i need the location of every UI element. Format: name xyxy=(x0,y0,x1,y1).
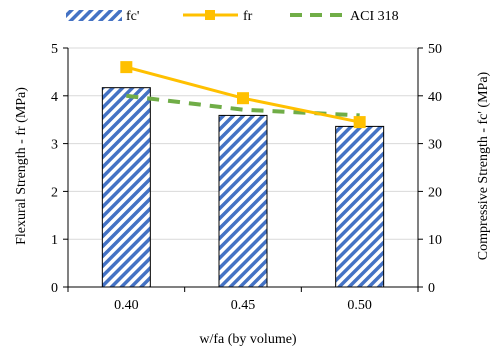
y-tick-label-1: 1 xyxy=(51,233,58,248)
legend-aci-label: ACI 318 xyxy=(350,9,399,24)
legend-item-fc: fc' xyxy=(66,9,139,24)
point-fr-0 xyxy=(120,61,133,74)
legend-fr-label: fr xyxy=(243,9,253,24)
x-axis-title: w/fa (by volume) xyxy=(199,332,297,347)
x-tick-label-1: 0.45 xyxy=(231,298,256,313)
y-tick-label-5: 5 xyxy=(51,42,58,57)
point-fr-2 xyxy=(353,116,366,129)
bar-fc-0 xyxy=(101,87,151,288)
y-axis-title: Flexural Strength - fr (MPa) xyxy=(14,87,29,245)
y2-tick-label-2: 20 xyxy=(428,185,442,200)
legend-fr-marker xyxy=(205,10,215,20)
bar-fc-1 xyxy=(218,114,268,288)
point-fr-1 xyxy=(237,92,249,105)
y-tick-label-4: 4 xyxy=(51,90,58,105)
y2-tick-label-3: 30 xyxy=(428,138,442,153)
legend-fc-swatch xyxy=(66,10,122,21)
y-tick-label-3: 3 xyxy=(51,138,58,153)
y2-tick-label-5: 50 xyxy=(428,42,442,57)
x-tick-label-2: 0.50 xyxy=(347,298,372,313)
y-tick-label-0: 0 xyxy=(51,281,58,296)
legend-fc-label: fc' xyxy=(126,9,139,24)
bar-fc-2 xyxy=(335,125,385,288)
y2-tick-label-1: 10 xyxy=(428,233,442,248)
legend-item-fr: fr xyxy=(183,9,253,24)
y2-axis-title: Compressive Strength - fc' (MPa) xyxy=(476,71,491,260)
legend-item-aci: ACI 318 xyxy=(290,9,399,24)
legend: fc' fr ACI 318 xyxy=(66,9,399,24)
y2-tick-label-4: 40 xyxy=(428,90,442,105)
x-tick-label-0: 0.40 xyxy=(114,298,139,313)
y2-tick-label-0: 0 xyxy=(428,281,435,296)
y-tick-label-2: 2 xyxy=(51,185,58,200)
